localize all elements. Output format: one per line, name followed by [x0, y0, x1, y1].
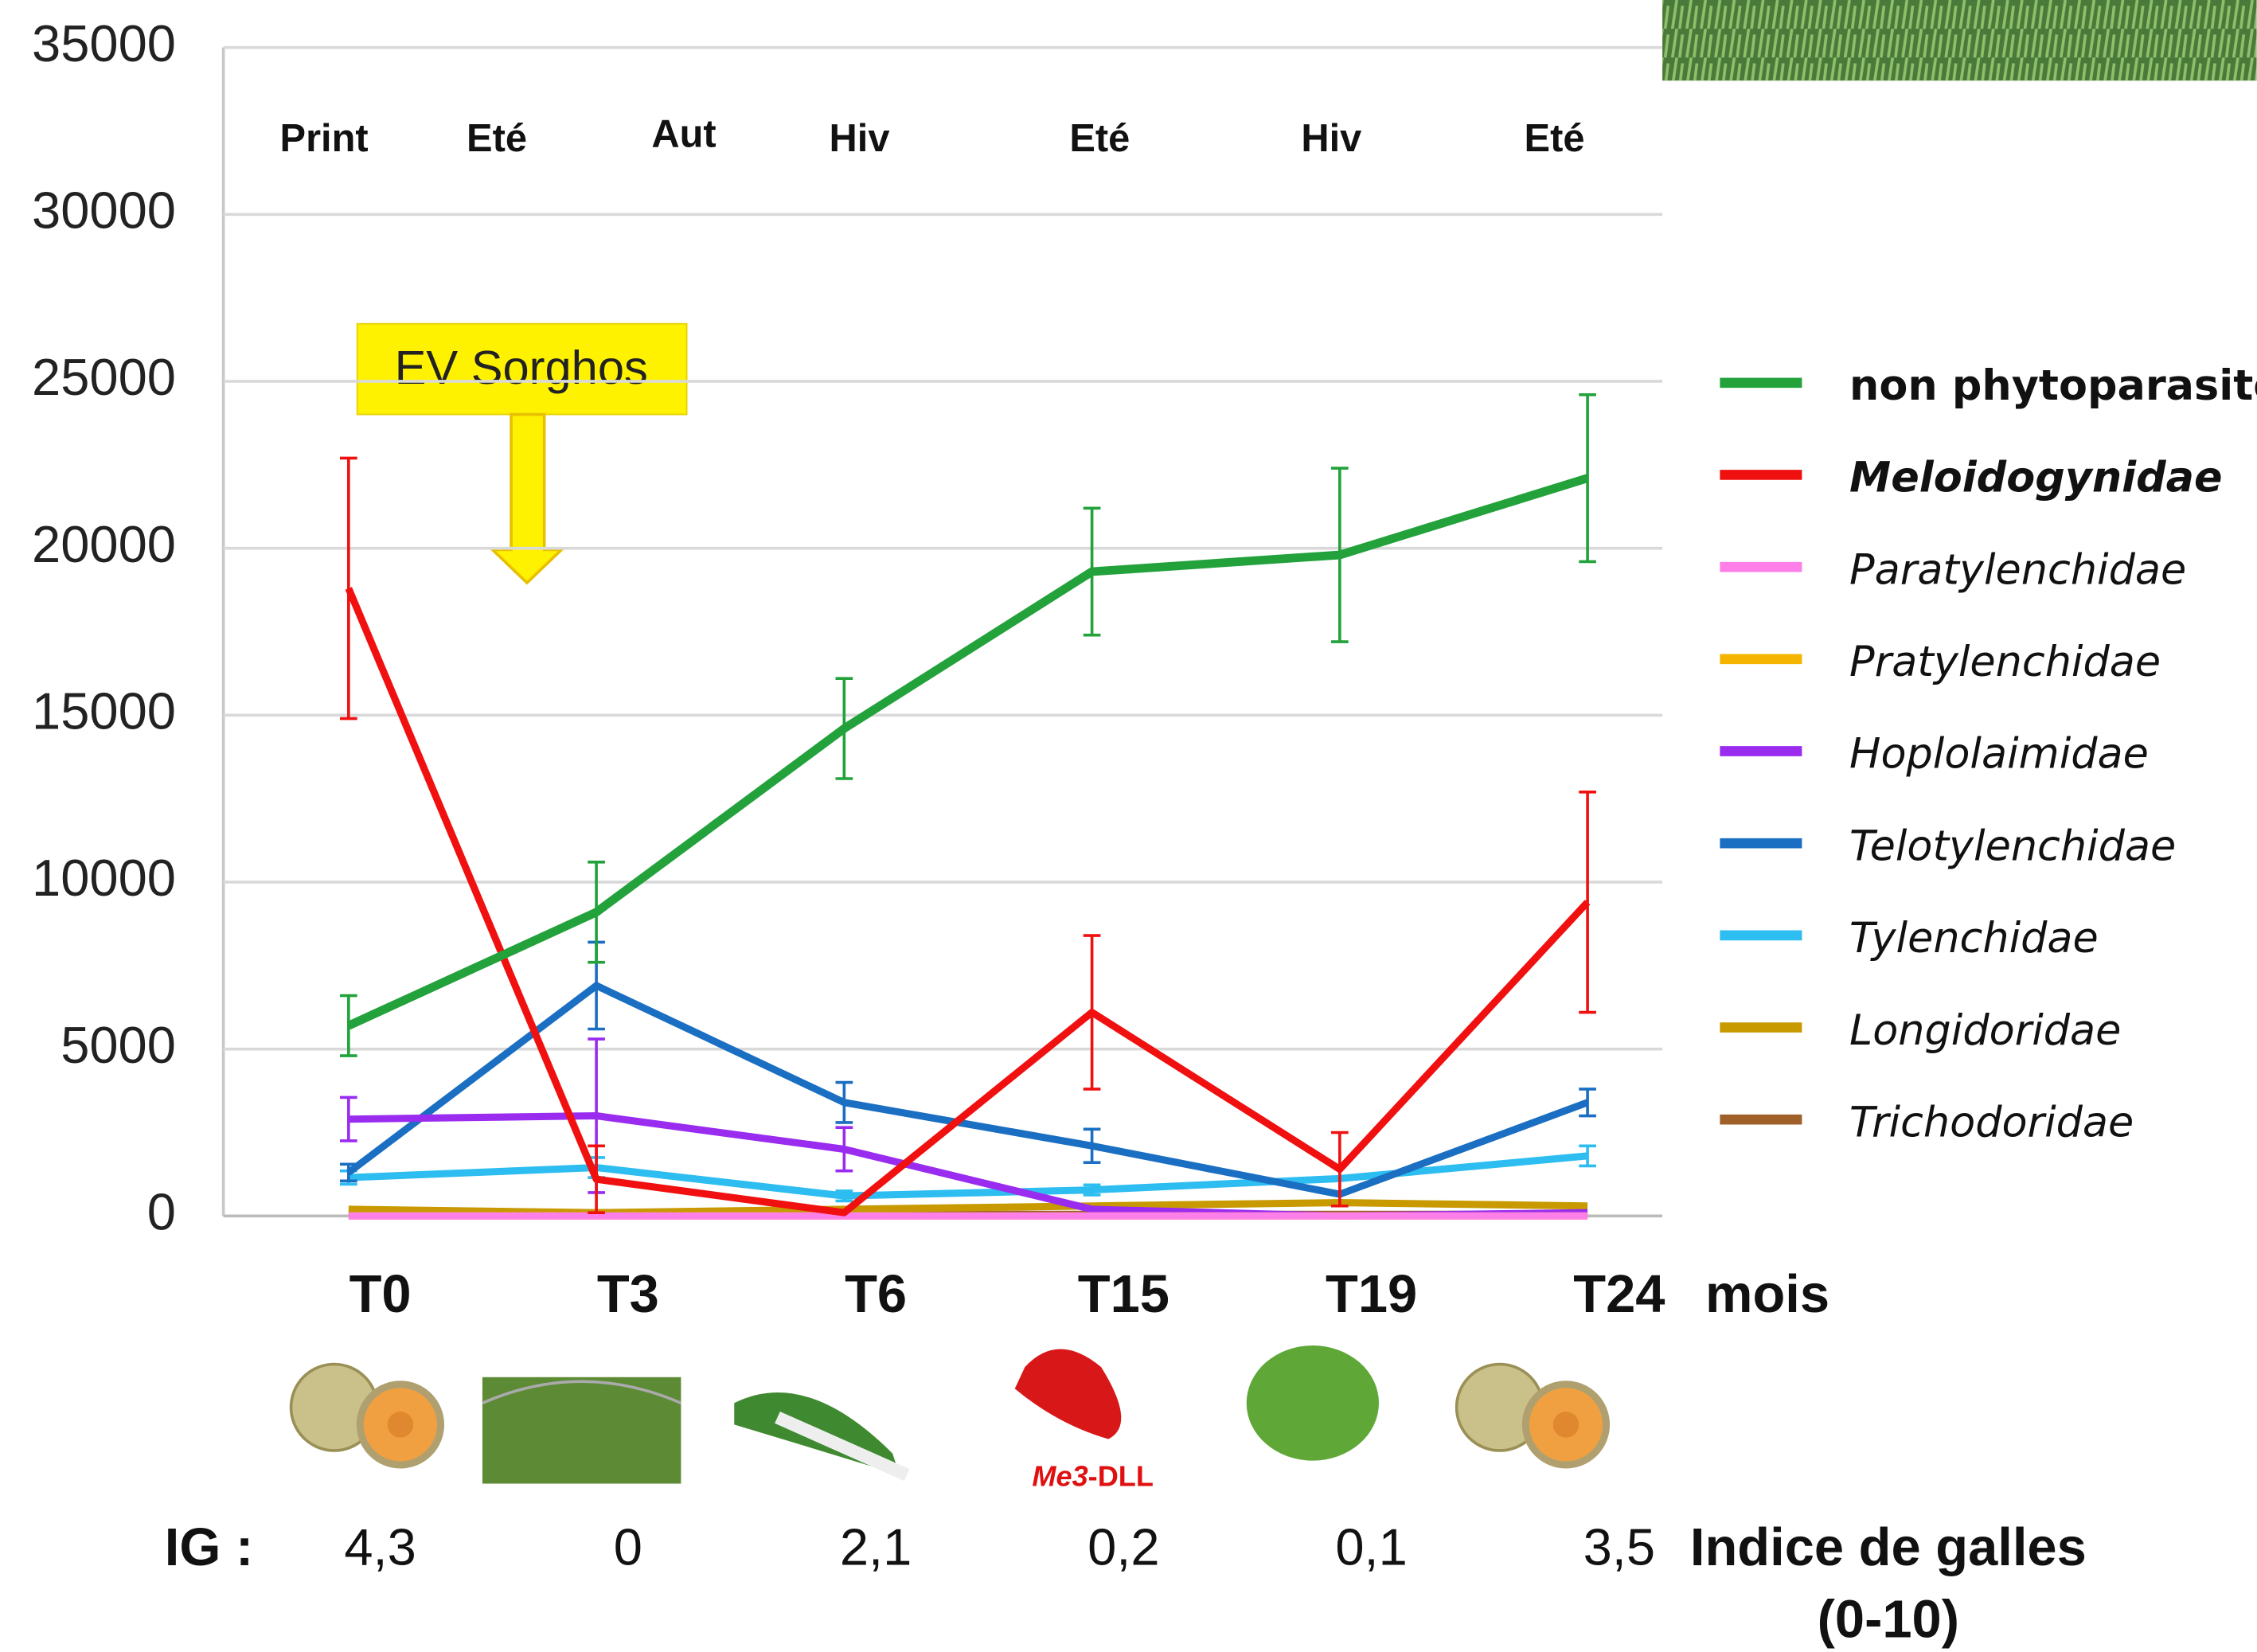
legend-label: Longidoridae	[1849, 1006, 2121, 1055]
error-bar	[835, 1126, 853, 1173]
legend-label: Meloidogynidae	[1849, 454, 2223, 502]
season-label: Print	[280, 117, 369, 160]
x-tick-label: T24	[1573, 1264, 1665, 1324]
error-bar	[835, 1189, 853, 1203]
variety-label: Me3-DLL	[1032, 1459, 1154, 1492]
x-tick-label: T15	[1078, 1264, 1170, 1324]
season-label: Eté	[467, 117, 527, 160]
y-tick-label: 10000	[32, 849, 176, 907]
y-tick-label: 5000	[61, 1016, 176, 1074]
error-bar	[835, 677, 853, 780]
legend-label: Hoplolaimidae	[1849, 730, 2149, 779]
y-tick-label: 25000	[32, 348, 176, 406]
error-bar	[1083, 1127, 1101, 1165]
error-bar	[339, 456, 357, 721]
season-label: Eté	[1525, 117, 1585, 160]
legend-label: Telotylenchidae	[1849, 822, 2176, 870]
season-label: Aut	[651, 113, 716, 156]
y-tick-label: 35000	[32, 14, 176, 72]
x-tick-label: T6	[845, 1264, 907, 1324]
legend-label: Tylenchidae	[1849, 914, 2099, 963]
variety-italic: Me3	[1032, 1459, 1087, 1492]
season-label: Hiv	[830, 117, 890, 160]
annotation-box	[356, 322, 688, 416]
y-tick-label: 15000	[32, 682, 176, 740]
x-axis-unit: mois	[1705, 1264, 1829, 1324]
y-tick-label: 0	[147, 1183, 176, 1241]
error-bar	[1579, 790, 1596, 1014]
series-line	[346, 982, 1589, 1198]
error-bar	[835, 1080, 853, 1124]
error-bar	[1083, 506, 1101, 637]
error-bar	[1579, 1088, 1596, 1118]
ig-value: 4,3	[344, 1518, 416, 1576]
photo-texture	[1662, 0, 2257, 81]
error-bar	[339, 1162, 357, 1183]
error-bar	[1579, 392, 1596, 564]
x-tick-label: T0	[349, 1264, 412, 1324]
error-bar	[339, 1095, 357, 1142]
variety-rest: -DLL	[1088, 1459, 1154, 1492]
legend-label: Paratylenchidae	[1849, 545, 2186, 594]
annotation: EV Sorghos	[395, 341, 648, 394]
legend-label: Pratylenchidae	[1849, 638, 2161, 686]
season-label: Eté	[1069, 117, 1130, 160]
y-tick-label: 30000	[32, 182, 176, 240]
ig-label: IG :	[165, 1517, 253, 1577]
ig-value: 0,2	[1087, 1518, 1159, 1576]
season-label: Hiv	[1301, 117, 1361, 160]
error-bar	[1330, 1131, 1349, 1208]
ig-value: 2,1	[840, 1518, 912, 1576]
legend-label: non phytoparasites	[1849, 361, 2257, 410]
series-line	[345, 587, 1591, 1217]
error-bar	[1083, 934, 1101, 1091]
error-bar	[339, 994, 357, 1057]
series-line	[346, 474, 1589, 1030]
error-bar	[1083, 1183, 1101, 1197]
ig-range: (0-10)	[1818, 1590, 1959, 1650]
error-bar	[588, 861, 605, 964]
y-tick-label: 20000	[32, 515, 176, 573]
crop-images	[289, 1345, 1611, 1484]
annotation-arrow	[489, 412, 565, 585]
error-bar	[588, 1144, 605, 1214]
error-bar	[1579, 1144, 1596, 1168]
ig-title: Indice de galles	[1690, 1517, 2087, 1577]
ig-value: 3,5	[1583, 1518, 1655, 1576]
legend-label: Trichodoridae	[1849, 1098, 2134, 1146]
series-line	[348, 1152, 1588, 1200]
ig-value: 0	[614, 1518, 642, 1576]
x-tick-label: T19	[1326, 1264, 1417, 1324]
ig-value: 0,1	[1335, 1518, 1407, 1576]
x-tick-label: T3	[597, 1264, 659, 1324]
error-bar	[1330, 467, 1349, 643]
series-line	[348, 1199, 1588, 1217]
